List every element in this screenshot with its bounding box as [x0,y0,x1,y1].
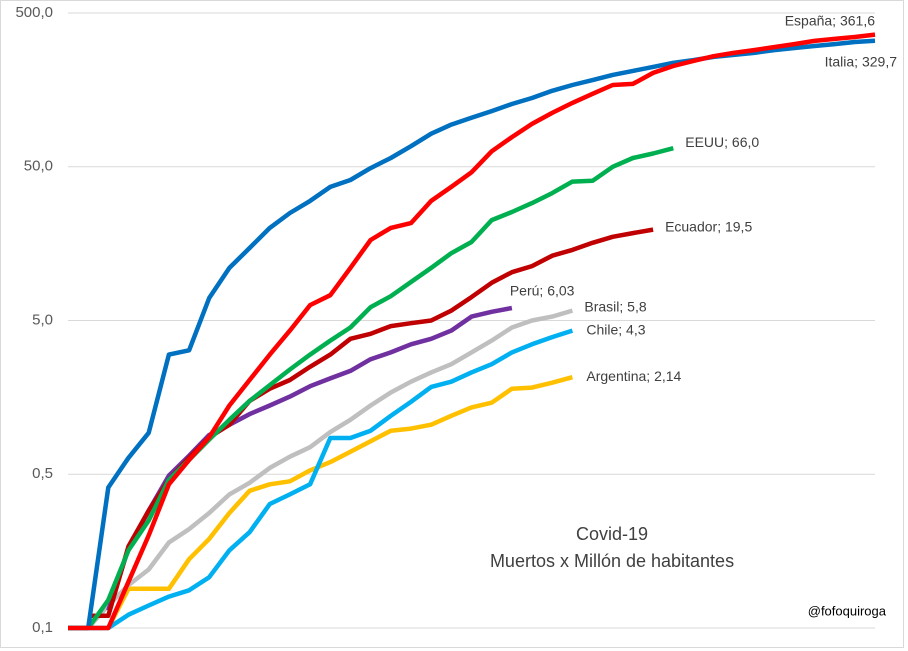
data-label: España; 361,6 [785,12,876,28]
series-line [86,308,574,630]
data-label: Argentina; 2,14 [586,368,681,384]
series-line [106,375,573,630]
chart-subtitle: Muertos x Millón de habitantes [490,551,734,571]
data-label: EEUU; 66,0 [685,134,759,150]
y-tick-label: 500,0 [15,4,53,21]
series-line [68,32,876,631]
data-label: Chile; 4,3 [586,321,645,337]
data-label: Perú; 6,03 [510,283,575,299]
series-line [68,328,574,631]
y-tick-label: 50,0 [24,158,53,175]
lines [68,32,876,631]
data-label: Ecuador; 19,5 [665,218,752,234]
y-tick-label: 0,1 [32,619,53,636]
data-label: Italia; 329,7 [825,54,898,70]
series-line [106,305,513,612]
y-tick-label: 5,0 [32,311,53,328]
credit: @fofoquiroga [808,603,887,618]
series-line [68,146,674,631]
data-label: Brasil; 5,8 [584,298,646,314]
chart-title: Covid-19 [576,524,648,544]
y-tick-label: 0,5 [32,465,53,482]
